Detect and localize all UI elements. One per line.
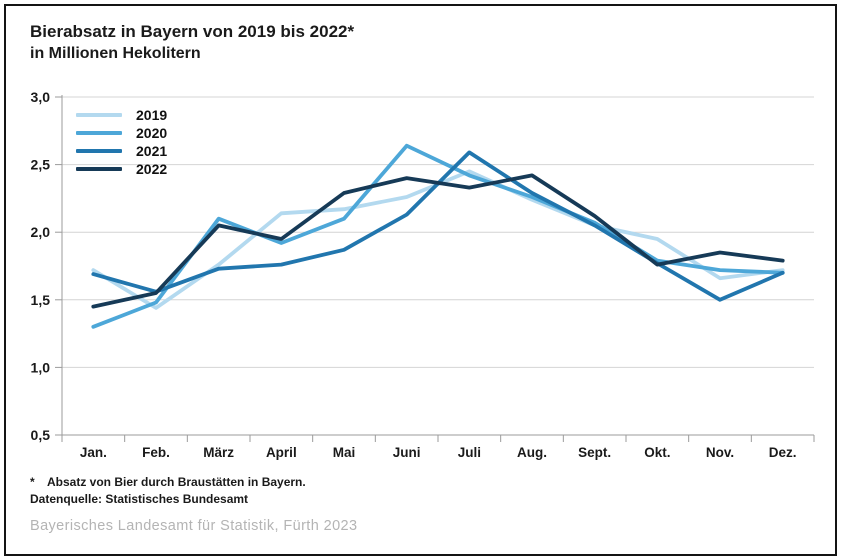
x-tick-label: Juni (393, 445, 421, 460)
legend-label: 2020 (136, 125, 168, 141)
x-tick-label: Nov. (706, 445, 734, 460)
footnote-asterisk: * (30, 475, 35, 489)
y-tick-label: 3,0 (31, 89, 51, 105)
legend-label: 2022 (136, 161, 168, 177)
legend-label: 2021 (136, 143, 168, 159)
x-tick-label: Dez. (769, 445, 797, 460)
title-block: Bierabsatz in Bayern von 2019 bis 2022* … (30, 20, 354, 64)
chart-frame (4, 4, 837, 556)
legend-swatch-2022 (76, 167, 122, 171)
legend-item-2021: 2021 (76, 142, 167, 160)
publisher-credit: Bayerisches Landesamt für Statistik, Für… (30, 518, 358, 534)
x-tick-label: Sept. (578, 445, 611, 460)
legend-swatch-2020 (76, 131, 122, 135)
legend-item-2022: 2022 (76, 160, 167, 178)
legend-swatch-2021 (76, 149, 122, 153)
data-line-2022 (91, 173, 785, 309)
data-line-2019 (91, 169, 785, 310)
chart-title: Bierabsatz in Bayern von 2019 bis 2022* (30, 22, 355, 41)
x-tick-label: April (266, 445, 297, 460)
data-source: Datenquelle: Statistisches Bundesamt (30, 492, 249, 506)
y-tick-label: 0,5 (31, 427, 51, 443)
data-line-2021 (91, 150, 785, 302)
legend: 2019 2020 2021 2022 (76, 106, 167, 178)
footnote: * Absatz von Bier durch Braustätten in B… (30, 474, 306, 491)
y-tick-label: 2,5 (31, 157, 51, 173)
x-tick-label: Okt. (644, 445, 670, 460)
footnote-block: * Absatz von Bier durch Braustätten in B… (30, 474, 306, 508)
chart-subtitle: in Millionen Hekolitern (30, 45, 201, 62)
x-tick-label: Mai (333, 445, 356, 460)
legend-item-2020: 2020 (76, 124, 167, 142)
footnote-text: Absatz von Bier durch Braustätten in Bay… (47, 475, 306, 489)
x-tick-label: Juli (458, 445, 481, 460)
y-tick-label: 2,0 (31, 224, 51, 240)
y-tick-label: 1,5 (31, 292, 51, 308)
x-tick-label: Feb. (142, 445, 170, 460)
x-tick-label: Aug. (517, 445, 547, 460)
legend-item-2019: 2019 (76, 106, 167, 124)
y-tick-label: 1,0 (31, 359, 51, 375)
x-tick-label: Jan. (80, 445, 107, 460)
legend-label: 2019 (136, 107, 168, 123)
x-tick-label: März (203, 445, 234, 460)
legend-swatch-2019 (76, 113, 122, 117)
